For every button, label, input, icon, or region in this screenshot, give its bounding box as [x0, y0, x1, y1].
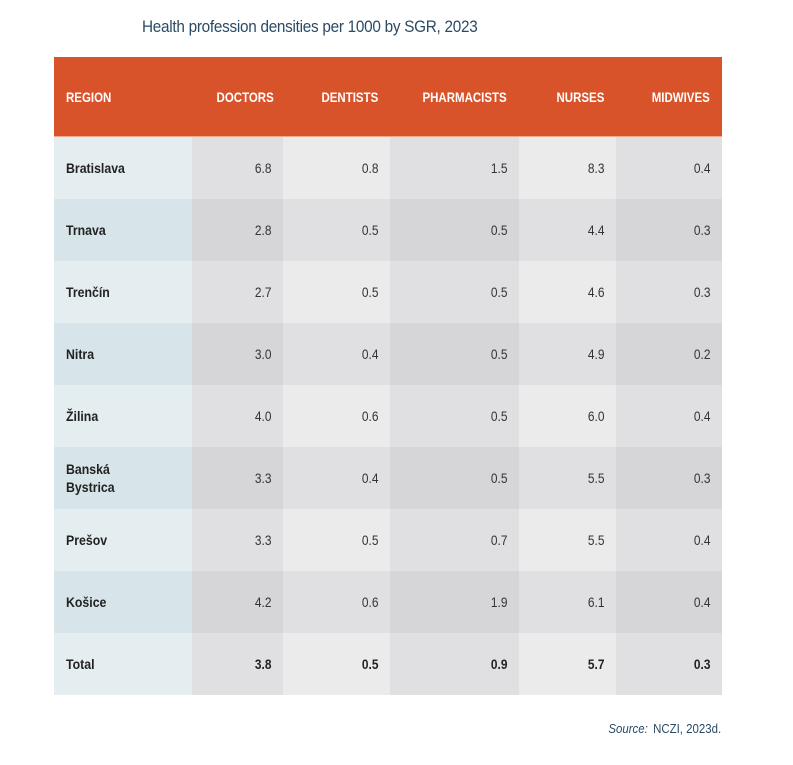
doctors-cell: 2.7 [192, 261, 283, 323]
table-row: Prešov 3.3 0.5 0.7 5.5 0.4 [54, 509, 722, 571]
pharmacists-cell: 0.5 [390, 385, 519, 447]
region-cell: Trnava [54, 199, 192, 261]
midwives-cell: 0.4 [616, 509, 722, 571]
health-density-table: REGION DOCTORS DENTISTS PHARMACISTS NURS… [54, 57, 722, 695]
doctors-cell: 4.2 [192, 571, 283, 633]
doctors-cell: 3.3 [192, 509, 283, 571]
midwives-cell: 0.4 [616, 136, 722, 199]
nurses-cell: 4.9 [519, 323, 616, 385]
table-row: Košice 4.2 0.6 1.9 6.1 0.4 [54, 571, 722, 633]
nurses-cell: 8.3 [519, 136, 616, 199]
midwives-cell: 0.3 [616, 633, 722, 695]
midwives-cell: 0.3 [616, 199, 722, 261]
pharmacists-cell: 0.5 [390, 323, 519, 385]
source-note: Source: NCZI, 2023d. [608, 721, 721, 736]
pharmacists-cell: 0.5 [390, 261, 519, 323]
region-cell: Košice [54, 571, 192, 633]
doctors-cell: 4.0 [192, 385, 283, 447]
table-row: Trnava 2.8 0.5 0.5 4.4 0.3 [54, 199, 722, 261]
source-text: NCZI, 2023d. [652, 721, 721, 736]
nurses-cell: 6.0 [519, 385, 616, 447]
region-cell: Nitra [54, 323, 192, 385]
table-row: Nitra 3.0 0.4 0.5 4.9 0.2 [54, 323, 722, 385]
column-header-doctors: DOCTORS [192, 57, 283, 137]
region-cell: Banská Bystrica [54, 447, 192, 509]
pharmacists-cell: 1.9 [390, 571, 519, 633]
table-row: Bratislava 6.8 0.8 1.5 8.3 0.4 [54, 136, 722, 199]
column-header-region: REGION [54, 57, 192, 137]
region-cell: Žilina [54, 385, 192, 447]
table-title: Health profession densities per 1000 by … [142, 17, 478, 36]
nurses-cell: 5.5 [519, 447, 616, 509]
region-cell: Prešov [54, 509, 192, 571]
header-row: REGION DOCTORS DENTISTS PHARMACISTS NURS… [54, 57, 722, 137]
dentists-cell: 0.5 [283, 261, 390, 323]
dentists-cell: 0.4 [283, 323, 390, 385]
nurses-cell: 5.7 [519, 633, 616, 695]
midwives-cell: 0.4 [616, 385, 722, 447]
doctors-cell: 2.8 [192, 199, 283, 261]
table-row: Banská Bystrica 3.3 0.4 0.5 5.5 0.3 [54, 447, 722, 509]
region-cell: Bratislava [54, 136, 192, 199]
dentists-cell: 0.6 [283, 571, 390, 633]
dentists-cell: 0.5 [283, 509, 390, 571]
midwives-cell: 0.2 [616, 323, 722, 385]
total-row: Total 3.8 0.5 0.9 5.7 0.3 [54, 633, 722, 695]
pharmacists-cell: 0.9 [390, 633, 519, 695]
dentists-cell: 0.5 [283, 633, 390, 695]
doctors-cell: 3.0 [192, 323, 283, 385]
column-header-pharmacists: PHARMACISTS [390, 57, 519, 137]
doctors-cell: 3.8 [192, 633, 283, 695]
pharmacists-cell: 0.7 [390, 509, 519, 571]
column-header-nurses: NURSES [519, 57, 616, 137]
midwives-cell: 0.4 [616, 571, 722, 633]
dentists-cell: 0.6 [283, 385, 390, 447]
dentists-cell: 0.8 [283, 136, 390, 199]
table-row: Žilina 4.0 0.6 0.5 6.0 0.4 [54, 385, 722, 447]
dentists-cell: 0.4 [283, 447, 390, 509]
doctors-cell: 6.8 [192, 136, 283, 199]
nurses-cell: 5.5 [519, 509, 616, 571]
region-cell: Trenčín [54, 261, 192, 323]
midwives-cell: 0.3 [616, 261, 722, 323]
nurses-cell: 4.6 [519, 261, 616, 323]
region-cell: Total [54, 633, 192, 695]
nurses-cell: 6.1 [519, 571, 616, 633]
pharmacists-cell: 0.5 [390, 199, 519, 261]
dentists-cell: 0.5 [283, 199, 390, 261]
pharmacists-cell: 1.5 [390, 136, 519, 199]
table-row: Trenčín 2.7 0.5 0.5 4.6 0.3 [54, 261, 722, 323]
doctors-cell: 3.3 [192, 447, 283, 509]
column-header-midwives: MIDWIVES [616, 57, 722, 137]
midwives-cell: 0.3 [616, 447, 722, 509]
column-header-dentists: DENTISTS [283, 57, 390, 137]
pharmacists-cell: 0.5 [390, 447, 519, 509]
nurses-cell: 4.4 [519, 199, 616, 261]
source-label: Source: [608, 721, 648, 736]
